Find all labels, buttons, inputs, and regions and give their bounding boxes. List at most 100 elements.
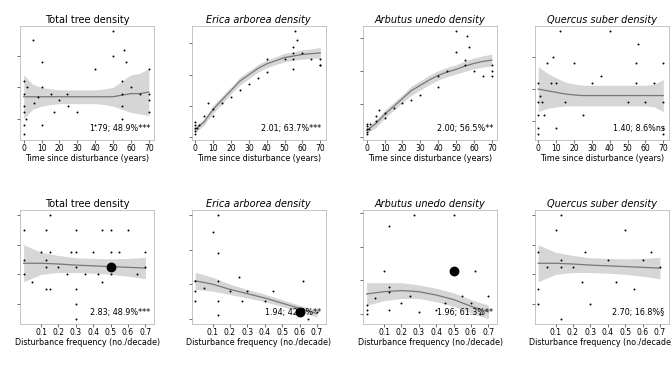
Point xyxy=(294,309,305,315)
Text: 1.40; 8.6%ns: 1.40; 8.6%ns xyxy=(613,124,665,133)
Point xyxy=(406,97,417,103)
Point xyxy=(216,100,227,106)
Point xyxy=(466,300,476,306)
Point xyxy=(413,309,424,315)
Point xyxy=(370,113,381,119)
Point xyxy=(208,113,218,118)
Point xyxy=(533,125,544,131)
Point xyxy=(290,28,300,34)
Point xyxy=(18,227,29,233)
Point xyxy=(22,84,33,90)
Point xyxy=(580,249,591,255)
Point xyxy=(65,249,76,255)
Point xyxy=(297,50,308,56)
Point xyxy=(294,309,305,315)
Point xyxy=(190,278,200,284)
Point xyxy=(190,298,200,304)
Point xyxy=(363,126,374,132)
Point xyxy=(555,264,566,270)
Title: Arbutus unedo density: Arbutus unedo density xyxy=(375,199,486,209)
Point xyxy=(261,69,272,75)
Point xyxy=(622,99,633,105)
Point xyxy=(45,91,56,96)
Point xyxy=(533,131,544,137)
Point xyxy=(362,123,372,129)
Point xyxy=(235,88,245,93)
Point xyxy=(44,286,55,292)
Point xyxy=(533,286,544,292)
Point xyxy=(79,271,90,277)
Point xyxy=(233,275,244,280)
Text: 1.96; 61.3%**: 1.96; 61.3%** xyxy=(437,308,493,317)
Point xyxy=(555,212,566,218)
Point xyxy=(384,307,394,313)
Point xyxy=(18,109,29,115)
Point xyxy=(631,60,642,66)
Point xyxy=(655,264,665,270)
Point xyxy=(409,212,419,218)
Point xyxy=(469,269,480,275)
Point xyxy=(451,28,462,34)
Point xyxy=(303,316,314,322)
Point xyxy=(362,126,372,132)
Text: 2.83; 48.9%***: 2.83; 48.9%*** xyxy=(90,308,150,317)
X-axis label: Time since disturbance (years): Time since disturbance (years) xyxy=(197,154,321,163)
Point xyxy=(292,38,302,43)
Point xyxy=(117,91,128,96)
Point xyxy=(585,301,595,307)
Point xyxy=(131,271,142,277)
Point xyxy=(551,80,562,86)
Point xyxy=(71,316,81,322)
Point xyxy=(18,256,29,262)
Point xyxy=(533,249,544,255)
Point xyxy=(202,100,213,106)
Point xyxy=(288,56,299,62)
Point xyxy=(41,227,52,233)
Point xyxy=(279,56,290,62)
X-axis label: Time since disturbance (years): Time since disturbance (years) xyxy=(540,154,664,163)
Point xyxy=(374,107,384,113)
Point xyxy=(550,227,561,233)
Point xyxy=(208,106,218,112)
Point xyxy=(448,269,459,275)
Point xyxy=(288,66,299,71)
Point xyxy=(577,279,587,285)
Title: Total tree density: Total tree density xyxy=(45,199,130,209)
Point xyxy=(478,73,489,79)
Point xyxy=(242,288,253,294)
Point xyxy=(388,105,399,111)
Point xyxy=(36,122,47,128)
Point xyxy=(192,125,202,131)
Text: 2.01; 63.7%***: 2.01; 63.7%*** xyxy=(261,124,322,133)
Point xyxy=(36,59,47,65)
Point xyxy=(569,60,579,66)
Point xyxy=(288,50,299,56)
Point xyxy=(61,91,72,96)
Point xyxy=(72,109,83,115)
Point xyxy=(27,279,38,285)
Point xyxy=(18,78,29,84)
Point xyxy=(439,300,450,306)
Point xyxy=(312,309,323,315)
Point xyxy=(362,129,372,135)
Point xyxy=(33,94,44,100)
Point xyxy=(460,57,470,63)
Text: 1.94; 42.3%**: 1.94; 42.3%** xyxy=(265,308,322,317)
Point xyxy=(468,68,479,74)
Point xyxy=(71,264,81,270)
Point xyxy=(140,264,151,270)
Point xyxy=(362,307,372,313)
Point xyxy=(370,118,381,124)
Point xyxy=(536,99,547,105)
Point xyxy=(88,249,99,255)
Point xyxy=(71,227,81,233)
Point xyxy=(405,293,415,299)
X-axis label: Disturbance frequency (no./decade): Disturbance frequency (no./decade) xyxy=(186,339,331,347)
Point xyxy=(36,249,46,255)
Point xyxy=(243,81,254,87)
Point xyxy=(20,116,31,122)
Point xyxy=(442,68,452,74)
Point xyxy=(463,44,474,50)
Point xyxy=(190,128,201,134)
Point xyxy=(457,293,468,299)
